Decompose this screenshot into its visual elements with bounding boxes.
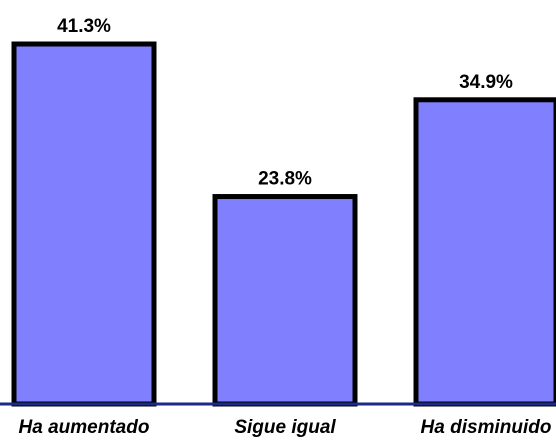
- category-label-2: Ha disminuido: [421, 417, 552, 438]
- data-label-2: 34.9%: [459, 72, 513, 93]
- category-label-0: Ha aumentado: [19, 417, 150, 438]
- bar-1: [212, 194, 358, 407]
- category-label-1: Sigue igual: [234, 417, 336, 438]
- data-label-0: 41.3%: [57, 16, 111, 37]
- bar-0: [11, 41, 157, 407]
- labels-group: 41.3% Ha aumentado 23.8% Sigue igual 34.9% Ha…: [19, 16, 552, 438]
- bars-group: [11, 41, 556, 407]
- bar-2: [413, 97, 556, 407]
- data-label-1: 23.8%: [258, 169, 312, 190]
